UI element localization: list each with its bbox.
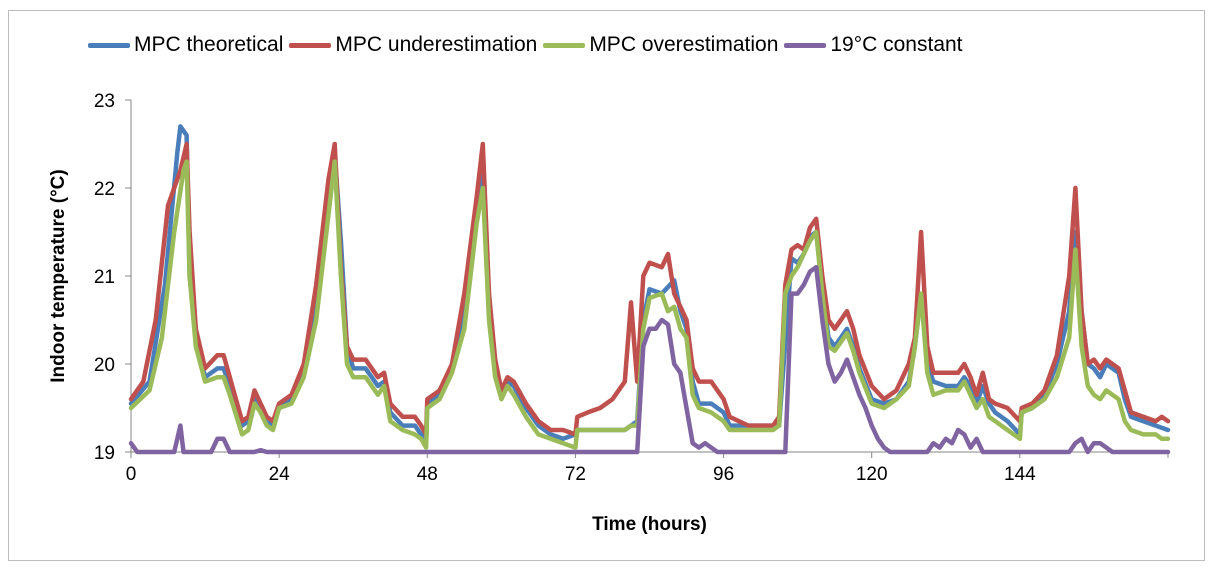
x-tick-label: 24 (269, 464, 291, 485)
chart-legend: MPC theoretical MPC underestimation MPC ov… (88, 32, 963, 58)
legend-swatch (289, 42, 332, 48)
legend-label: MPC overestimation (589, 33, 779, 56)
legend-swatch (784, 42, 827, 48)
chart-frame (8, 10, 1205, 561)
y-tick-label: 21 (94, 267, 115, 288)
x-tick-label: 120 (856, 464, 888, 485)
legend-item: MPC theoretical (88, 33, 283, 57)
legend-label: MPC theoretical (134, 33, 284, 56)
legend-swatch (543, 42, 586, 48)
legend-label: 19°C constant (830, 33, 963, 56)
series-line-3 (128, 264, 1171, 455)
series-line-1 (128, 141, 1171, 437)
x-tick-label: 96 (713, 464, 734, 485)
legend-item: MPC underestimation (289, 33, 537, 57)
legend-label: MPC underestimation (335, 33, 538, 56)
x-tick-label: 144 (1004, 464, 1036, 485)
legend-swatch (88, 42, 130, 48)
y-tick-label: 20 (94, 355, 115, 376)
x-tick-label: 48 (417, 464, 438, 485)
series-layer (128, 124, 1171, 455)
y-axis-title: Indoor temperature (°C) (48, 169, 69, 382)
labels-layer: Time (hours) Indoor temperature (°C) (48, 169, 707, 535)
x-tick-label: 0 (126, 464, 137, 485)
x-tick-label: 72 (565, 464, 586, 485)
legend-item: 19°C constant (784, 33, 963, 57)
y-tick-label: 19 (94, 443, 115, 464)
series-line-2 (128, 159, 1171, 450)
y-tick-label: 23 (94, 91, 115, 112)
legend-item: MPC overestimation (543, 33, 778, 57)
x-axis-title: Time (hours) (592, 514, 707, 535)
y-tick-label: 22 (94, 179, 115, 200)
